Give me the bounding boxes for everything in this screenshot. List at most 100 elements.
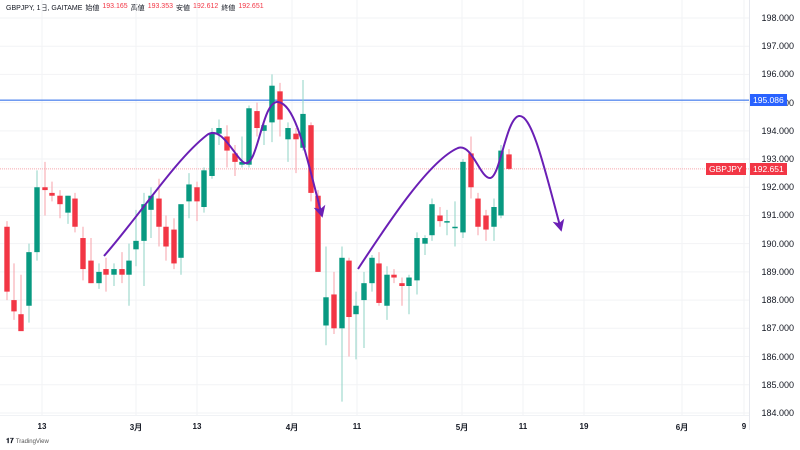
price-tick: 186.000: [761, 351, 794, 362]
candle: [293, 128, 299, 174]
candle: [339, 246, 345, 402]
price-tick: 184.000: [761, 407, 794, 418]
symbol-label: GBPJPY, 1日, GAITAME: [6, 5, 83, 12]
candle: [285, 122, 291, 162]
candle: [277, 82, 283, 137]
price-tick: 191.000: [761, 210, 794, 221]
price-axis[interactable]: 198.000197.000196.000195.000194.000193.0…: [749, 0, 800, 430]
candle: [384, 266, 390, 320]
candle: [300, 80, 306, 151]
price-tick: 188.000: [761, 295, 794, 306]
symbol-name-tag: GBPJPY: [706, 162, 746, 175]
horizontal-line-price-tag: 195.086: [750, 94, 787, 107]
candle: [422, 235, 428, 255]
low-value: 192.612: [193, 3, 219, 10]
candle: [171, 218, 177, 270]
open-label: 始値: [85, 5, 100, 12]
low-label: 安値: [176, 5, 190, 12]
candlestick-chart[interactable]: [0, 0, 749, 430]
last-price-tag: 192.651: [750, 162, 787, 175]
price-tick: 185.000: [761, 379, 794, 390]
candle: [103, 257, 109, 292]
candle: [437, 207, 443, 227]
price-tick: 197.000: [761, 41, 794, 52]
symbol-tag-label: GBPJPY: [709, 163, 743, 174]
candle: [126, 243, 132, 306]
candle: [57, 190, 63, 219]
candle: [468, 136, 474, 199]
candle: [369, 254, 375, 292]
hline-price: 195.086: [753, 95, 784, 106]
candle: [506, 149, 512, 170]
price-tick: 194.000: [761, 125, 794, 136]
candle: [65, 195, 71, 224]
candle: [254, 102, 260, 137]
candle: [49, 181, 55, 202]
time-tick: 5月: [455, 423, 469, 432]
candle: [483, 209, 489, 241]
candle: [11, 263, 17, 320]
price-tick: 193.000: [761, 154, 794, 165]
price-tick: 190.000: [761, 238, 794, 249]
candle: [88, 238, 94, 284]
candle: [72, 192, 78, 233]
candle: [353, 291, 359, 360]
candle: [491, 198, 497, 241]
symbol-header: GBPJPY, 1日, GAITAME 始値 193.165 高値 193.353 …: [6, 3, 264, 13]
high-value: 193.353: [147, 3, 173, 10]
candle: [406, 274, 412, 315]
candle: [156, 178, 162, 247]
time-axis[interactable]: 13 3月 13 4月 11 5月 11 19 6月 9: [0, 415, 749, 436]
candle: [119, 252, 125, 284]
candle: [34, 170, 40, 261]
time-tick: 19: [579, 422, 589, 431]
candle: [216, 119, 222, 145]
candle: [246, 105, 252, 168]
time-tick: 6月: [675, 423, 689, 432]
candle: [194, 181, 200, 222]
candle: [4, 221, 10, 301]
open-value: 193.165: [102, 3, 128, 10]
candle: [399, 277, 405, 306]
tv-logo-icon: 𝟏𝟕: [6, 438, 14, 445]
trend-arrow-2: [357, 115, 565, 270]
price-tick: 192.000: [761, 182, 794, 193]
tradingview-logo[interactable]: 𝟏𝟕 TradingView: [6, 438, 49, 446]
price-tick: 196.000: [761, 69, 794, 80]
time-tick: 13: [37, 422, 47, 431]
close-label: 終値: [221, 5, 236, 12]
candle: [414, 232, 420, 295]
candle: [391, 269, 397, 284]
candle: [209, 128, 215, 179]
candle: [141, 192, 147, 286]
candle: [460, 159, 466, 239]
time-tick: 4月: [285, 423, 299, 432]
price-tick: 187.000: [761, 323, 794, 334]
candle: [18, 274, 24, 332]
candle: [111, 263, 117, 286]
time-tick: 11: [352, 422, 362, 431]
time-tick: 9: [741, 422, 747, 431]
candle: [429, 198, 435, 241]
candle: [475, 192, 481, 236]
candle: [224, 125, 230, 168]
candle: [42, 161, 48, 216]
candle: [186, 173, 192, 219]
candle: [308, 122, 314, 202]
candle: [361, 271, 367, 349]
candle: [452, 201, 458, 247]
candle: [201, 167, 207, 213]
trend-arrow-1: [103, 101, 326, 257]
candle: [178, 204, 184, 275]
candle: [346, 257, 352, 357]
candle: [232, 144, 238, 176]
candle: [96, 263, 102, 289]
candle: [163, 215, 169, 261]
price-tick: 198.000: [761, 13, 794, 23]
time-tick: 11: [518, 422, 528, 431]
candle: [331, 271, 337, 334]
candle: [376, 252, 382, 306]
close-value: 192.651: [238, 3, 264, 10]
candle: [444, 209, 450, 236]
candle: [26, 243, 32, 323]
